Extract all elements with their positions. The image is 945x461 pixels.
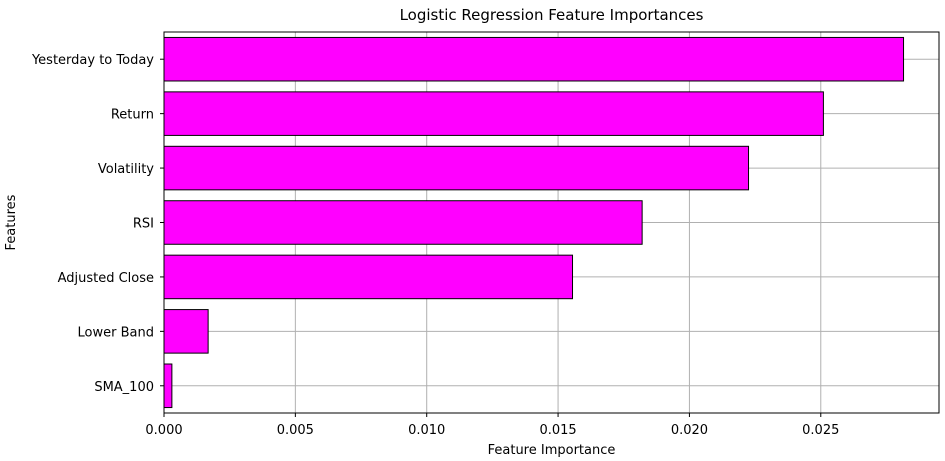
x-tick-label: 0.010 — [408, 423, 445, 438]
bars — [163, 36, 905, 409]
x-tick-label: 0.015 — [539, 423, 576, 438]
bar-lower-band — [163, 309, 209, 354]
chart-title: Logistic Regression Feature Importances — [400, 6, 704, 24]
y-tick-label: Return — [111, 108, 154, 123]
y-axis-title: Features — [4, 194, 19, 250]
y-axis-ticks: Yesterday to Today Return Volatility RSI Adj… — [31, 53, 164, 395]
y-tick-label: Lower Band — [78, 325, 154, 340]
bar-return — [163, 91, 824, 136]
x-axis-title: Feature Importance — [488, 443, 616, 458]
y-tick-label: Yesterday to Today — [31, 53, 154, 68]
x-tick-label: 0.020 — [671, 423, 708, 438]
x-axis-ticks: 0.000 0.005 0.010 0.015 0.020 0.025 — [145, 413, 839, 438]
x-tick-label: 0.025 — [802, 423, 839, 438]
y-tick-label: Adjusted Close — [58, 271, 154, 286]
bar-volatility — [163, 145, 750, 191]
y-tick-label: RSI — [133, 217, 154, 232]
x-tick-label: 0.005 — [277, 423, 314, 438]
bar-rsi — [163, 200, 643, 245]
bar-yesterday-to-today — [163, 36, 905, 82]
x-tick-label: 0.000 — [145, 423, 182, 438]
bar-sma-100 — [163, 363, 173, 409]
bar-adjusted-close — [163, 254, 574, 300]
y-tick-label: SMA_100 — [94, 380, 154, 395]
y-tick-label: Volatility — [98, 162, 154, 177]
